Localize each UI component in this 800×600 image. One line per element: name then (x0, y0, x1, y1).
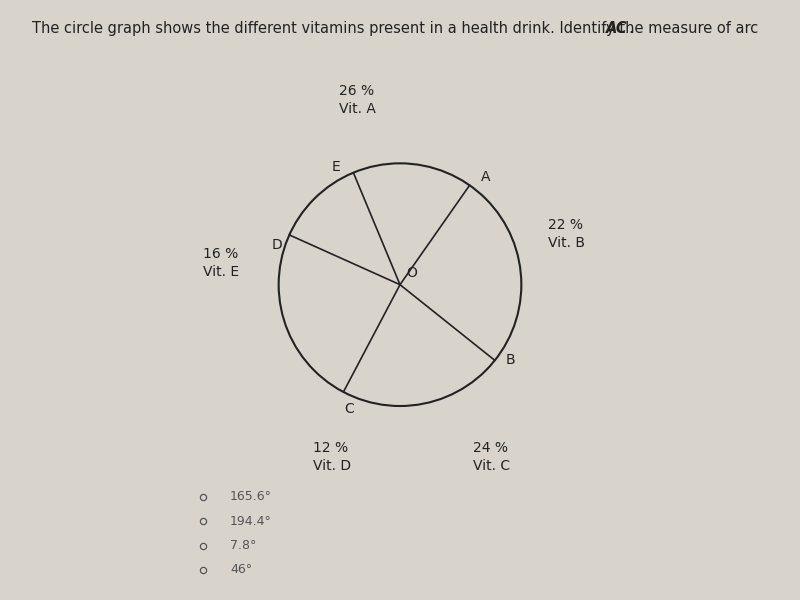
Text: D: D (272, 238, 282, 251)
Text: E: E (332, 160, 341, 173)
Text: The circle graph shows the different vitamins present in a health drink. Identif: The circle graph shows the different vit… (32, 21, 763, 36)
Text: 22 %
Vit. B: 22 % Vit. B (548, 218, 585, 250)
Text: 7.8°: 7.8° (230, 539, 257, 552)
Text: 165.6°: 165.6° (230, 490, 272, 503)
Text: A: A (481, 170, 490, 184)
Text: 16 %
Vit. E: 16 % Vit. E (203, 247, 239, 279)
Text: 26 %
Vit. A: 26 % Vit. A (339, 85, 376, 116)
Text: C: C (345, 402, 354, 416)
Text: 12 %
Vit. D: 12 % Vit. D (313, 441, 350, 473)
Text: AC: AC (606, 21, 627, 36)
Text: .: . (628, 21, 633, 36)
Text: 24 %
Vit. C: 24 % Vit. C (473, 441, 510, 473)
Text: 46°: 46° (230, 563, 252, 576)
Text: 194.4°: 194.4° (230, 515, 272, 528)
Text: O: O (406, 266, 418, 280)
Text: B: B (506, 353, 515, 367)
